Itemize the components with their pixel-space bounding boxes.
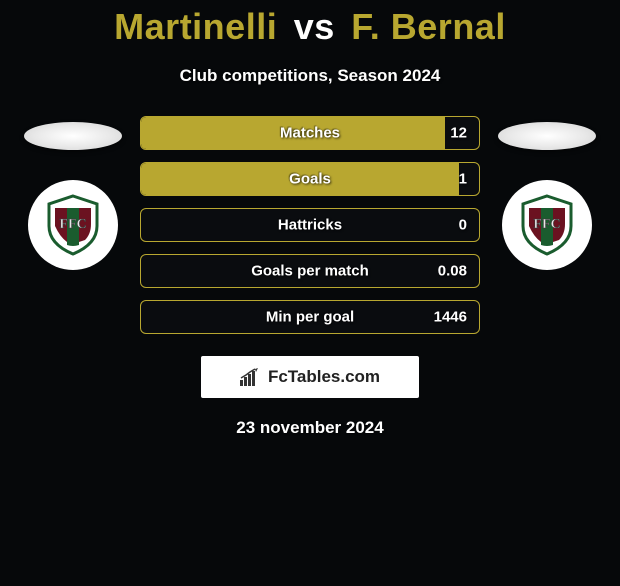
stat-row: Min per goal1446 xyxy=(140,300,480,334)
vs-separator: vs xyxy=(294,6,335,47)
player2-club-crest-icon: FFC xyxy=(502,180,592,270)
stat-value: 12 xyxy=(450,125,467,142)
stat-label: Matches xyxy=(141,125,479,142)
stat-value: 0.08 xyxy=(438,263,467,280)
player1-placeholder-icon xyxy=(24,122,122,150)
bar-chart-icon xyxy=(240,368,262,386)
stat-row: Goals1 xyxy=(140,162,480,196)
player1-name: Martinelli xyxy=(114,6,277,47)
stats-list: Matches12 Goals1 Hattricks0 Goals per match… xyxy=(140,116,480,334)
stat-label: Goals per match xyxy=(141,263,479,280)
date-text: 23 november 2024 xyxy=(0,418,620,438)
branding-badge: FcTables.com xyxy=(201,356,419,398)
stat-row: Hattricks0 xyxy=(140,208,480,242)
subtitle: Club competitions, Season 2024 xyxy=(0,66,620,86)
stat-row: Matches12 xyxy=(140,116,480,150)
stat-label: Goals xyxy=(141,171,479,188)
stat-row: Goals per match0.08 xyxy=(140,254,480,288)
comparison-title: Martinelli vs F. Bernal xyxy=(0,6,620,48)
content-row: FFC Matches12 Goals1 Hattricks0 Goals per m… xyxy=(0,116,620,334)
stat-value: 1446 xyxy=(434,309,467,326)
stat-label: Hattricks xyxy=(141,217,479,234)
left-side: FFC xyxy=(24,116,122,270)
player2-placeholder-icon xyxy=(498,122,596,150)
svg-text:FFC: FFC xyxy=(59,217,86,232)
player1-club-crest-icon: FFC xyxy=(28,180,118,270)
stat-value: 1 xyxy=(459,171,467,188)
branding-text: FcTables.com xyxy=(268,367,380,387)
stat-label: Min per goal xyxy=(141,309,479,326)
player2-name: F. Bernal xyxy=(351,6,506,47)
svg-text:FFC: FFC xyxy=(533,217,560,232)
stat-value: 0 xyxy=(459,217,467,234)
right-side: FFC xyxy=(498,116,596,270)
